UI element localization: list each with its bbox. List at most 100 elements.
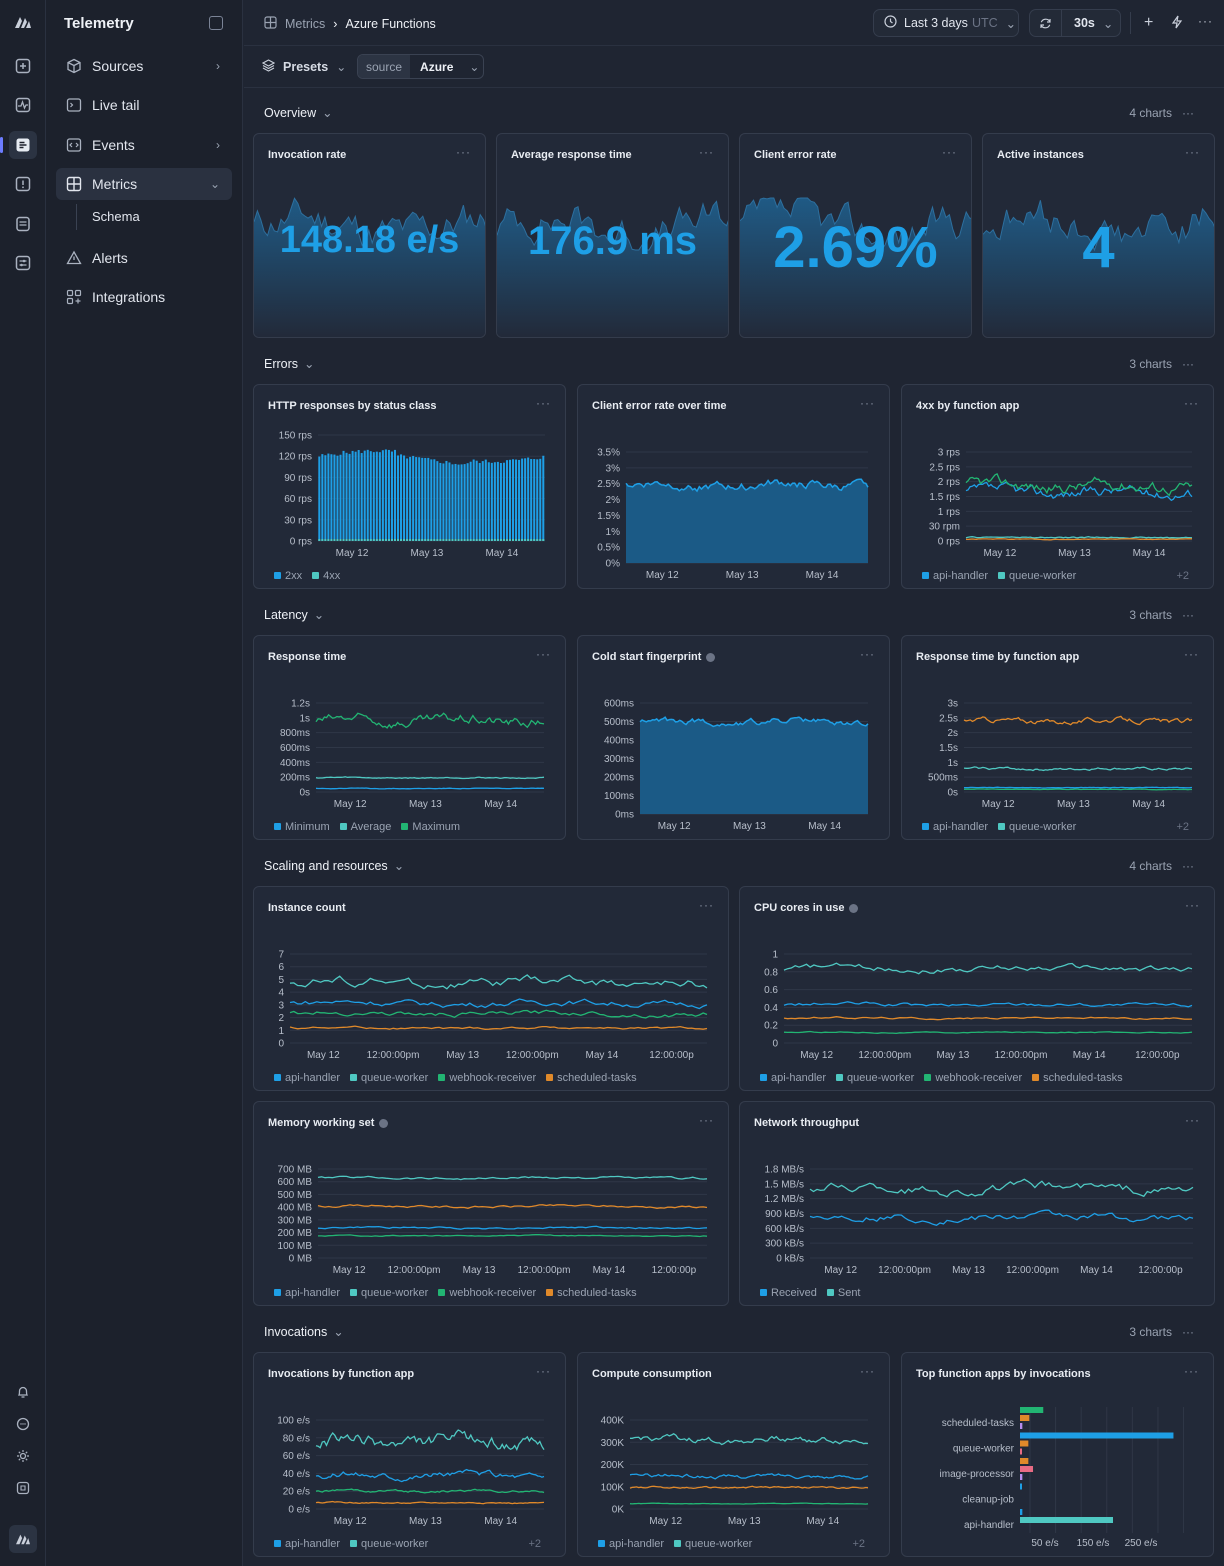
alert-icon[interactable] bbox=[13, 174, 33, 194]
sidebar-item-alerts[interactable]: Alerts bbox=[56, 242, 232, 274]
source-filter-chip[interactable]: source Azure ⌄ bbox=[357, 54, 484, 79]
more-options-icon[interactable]: ··· bbox=[536, 1364, 551, 1378]
more-options-icon[interactable]: ··· bbox=[699, 145, 714, 159]
bell-icon[interactable] bbox=[13, 1382, 33, 1402]
section-latency[interactable]: Latency ⌄ bbox=[264, 607, 324, 623]
dashboard-icon[interactable] bbox=[13, 56, 33, 76]
lightning-icon[interactable] bbox=[1171, 15, 1183, 32]
more-options-icon[interactable]: ··· bbox=[1184, 1364, 1199, 1378]
chart-card-compute[interactable]: Compute consumption ··· 400K 300K 200K 100K 0… bbox=[577, 1352, 890, 1557]
sidebar-item-sources[interactable]: Sources › bbox=[56, 50, 232, 82]
legend-more[interactable]: +2 bbox=[528, 1538, 541, 1550]
more-options-icon[interactable]: ··· bbox=[860, 396, 875, 410]
legend-item[interactable]: Maximum bbox=[401, 821, 460, 833]
legend-item[interactable]: webhook-receiver bbox=[438, 1072, 536, 1084]
more-options-icon[interactable]: ··· bbox=[536, 396, 551, 410]
legend-item[interactable]: 2xx bbox=[274, 570, 302, 582]
chart-card-instance-count[interactable]: Instance count ··· 7 6 5 4 3 2 1 0 May 12 12:00:00… bbox=[253, 886, 729, 1091]
logs-icon[interactable] bbox=[0, 131, 37, 159]
legend-item[interactable]: queue-worker bbox=[674, 1538, 752, 1550]
legend-item[interactable]: api-handler bbox=[922, 570, 988, 582]
chart-card-top-apps[interactable]: Top function apps by invocations ··· 50 e… bbox=[901, 1352, 1214, 1557]
legend-item[interactable]: api-handler bbox=[922, 821, 988, 833]
chart-card-4xx-by-app[interactable]: 4xx by function app ··· 3 rps 2.5 rps 2 rps… bbox=[901, 384, 1214, 589]
chart-card-client-error-rate[interactable]: Client error rate over time ··· 3.5% 3% 2.5… bbox=[577, 384, 890, 589]
section-invocations[interactable]: Invocations ⌄ bbox=[264, 1324, 344, 1340]
legend-item[interactable]: Average bbox=[339, 821, 391, 833]
legend-item[interactable]: scheduled-tasks bbox=[1032, 1072, 1123, 1084]
presets-button[interactable]: Presets ⌄ bbox=[261, 59, 346, 75]
chat-icon[interactable] bbox=[13, 1414, 33, 1434]
more-options-icon[interactable]: ··· bbox=[1185, 898, 1200, 912]
stat-card-client-error-rate[interactable]: Client error rate ··· 2.69% bbox=[739, 133, 972, 338]
sidebar-item-metrics[interactable]: Metrics ⌄ bbox=[56, 168, 232, 200]
legend-item[interactable]: api-handler bbox=[598, 1538, 664, 1550]
theme-sun-icon[interactable] bbox=[13, 1446, 33, 1466]
chart-card-cpu-cores[interactable]: CPU cores in use ··· 1 0.8 0.6 0.4 0.2 0 May 12… bbox=[739, 886, 1215, 1091]
legend-item[interactable]: queue-worker bbox=[998, 570, 1076, 582]
more-options-icon[interactable]: ··· bbox=[1182, 608, 1194, 622]
legend-item[interactable]: queue-worker bbox=[350, 1287, 428, 1299]
legend-item[interactable]: 4xx bbox=[312, 570, 340, 582]
more-options-icon[interactable]: ··· bbox=[1182, 357, 1194, 371]
legend-item[interactable]: queue-worker bbox=[350, 1072, 428, 1084]
more-options-icon[interactable]: ··· bbox=[1184, 647, 1199, 661]
workspace-avatar-icon[interactable] bbox=[9, 1525, 37, 1553]
refresh-interval[interactable]: 30s bbox=[1074, 16, 1095, 30]
more-options-icon[interactable]: ··· bbox=[1185, 1113, 1200, 1127]
legend-item[interactable]: queue-worker bbox=[998, 821, 1076, 833]
legend-item[interactable]: Received bbox=[760, 1287, 817, 1299]
info-icon[interactable] bbox=[379, 1118, 389, 1128]
stat-card-invocation-rate[interactable]: Invocation rate ··· 148.18 e/s bbox=[253, 133, 486, 338]
time-range-picker[interactable]: Last 3 days UTC ⌄ bbox=[873, 9, 1019, 37]
legend-more[interactable]: +2 bbox=[852, 1538, 865, 1550]
activity-icon[interactable] bbox=[13, 95, 33, 115]
legend-item[interactable]: api-handler bbox=[274, 1287, 340, 1299]
legend-more[interactable]: +2 bbox=[1176, 821, 1189, 833]
more-options-icon[interactable]: ··· bbox=[1182, 859, 1194, 873]
more-options-icon[interactable]: ··· bbox=[699, 898, 714, 912]
legend-item[interactable]: Sent bbox=[826, 1287, 861, 1299]
add-icon[interactable]: + bbox=[1144, 14, 1154, 31]
chart-card-response-by-app[interactable]: Response time by function app ··· 3s 2.5s 2… bbox=[901, 635, 1214, 840]
section-overview[interactable]: Overview ⌄ bbox=[264, 105, 333, 121]
section-errors[interactable]: Errors ⌄ bbox=[264, 356, 315, 372]
chart-card-response-time[interactable]: Response time ··· 1.2s 1s 800ms 600ms 400ms 20… bbox=[253, 635, 566, 840]
legend-item[interactable]: Minimum bbox=[274, 821, 330, 833]
breadcrumb-parent[interactable]: Metrics bbox=[285, 17, 326, 31]
settings-sliders-icon[interactable] bbox=[13, 253, 33, 273]
database-icon[interactable] bbox=[13, 214, 33, 234]
more-options-icon[interactable]: ··· bbox=[1185, 145, 1200, 159]
more-options-icon[interactable]: ··· bbox=[456, 145, 471, 159]
chart-card-http-responses[interactable]: HTTP responses by status class ··· 150 rp… bbox=[253, 384, 566, 589]
legend-item[interactable]: scheduled-tasks bbox=[546, 1072, 637, 1084]
refresh-icon[interactable] bbox=[1030, 10, 1062, 36]
more-options-icon[interactable]: ··· bbox=[942, 145, 957, 159]
chart-card-cold-start[interactable]: Cold start fingerprint ··· 600ms 500ms 400m… bbox=[577, 635, 890, 840]
info-icon[interactable] bbox=[706, 652, 716, 662]
more-options-icon[interactable]: ··· bbox=[1184, 396, 1199, 410]
section-scaling[interactable]: Scaling and resources ⌄ bbox=[264, 858, 404, 874]
sidebar-item-schema[interactable]: Schema bbox=[92, 209, 140, 224]
sidebar-item-events[interactable]: Events › bbox=[56, 129, 232, 161]
legend-more[interactable]: +2 bbox=[1176, 570, 1189, 582]
more-options-icon[interactable]: ··· bbox=[1182, 1325, 1194, 1339]
stat-card-active-instances[interactable]: Active instances ··· 4 bbox=[982, 133, 1215, 338]
legend-item[interactable]: api-handler bbox=[760, 1072, 826, 1084]
legend-item[interactable]: queue-worker bbox=[836, 1072, 914, 1084]
more-options-icon[interactable]: ··· bbox=[1198, 14, 1213, 28]
sidebar-item-integrations[interactable]: Integrations bbox=[56, 281, 232, 313]
sidebar-item-live-tail[interactable]: Live tail bbox=[56, 89, 232, 121]
more-options-icon[interactable]: ··· bbox=[860, 647, 875, 661]
stat-card-avg-response[interactable]: Average response time ··· 176.9 ms bbox=[496, 133, 729, 338]
chart-card-memory[interactable]: Memory working set ··· 700 MB 600 MB 500 MB… bbox=[253, 1101, 729, 1306]
legend-item[interactable]: webhook-receiver bbox=[924, 1072, 1022, 1084]
logo-icon[interactable] bbox=[13, 12, 33, 32]
legend-item[interactable]: webhook-receiver bbox=[438, 1287, 536, 1299]
legend-item[interactable]: queue-worker bbox=[350, 1538, 428, 1550]
command-icon[interactable] bbox=[13, 1478, 33, 1498]
chart-card-invocations-by-app[interactable]: Invocations by function app ··· 100 e/s 80… bbox=[253, 1352, 566, 1557]
more-options-icon[interactable]: ··· bbox=[536, 647, 551, 661]
legend-item[interactable]: scheduled-tasks bbox=[546, 1287, 637, 1299]
collapse-sidebar-icon[interactable] bbox=[209, 16, 223, 30]
